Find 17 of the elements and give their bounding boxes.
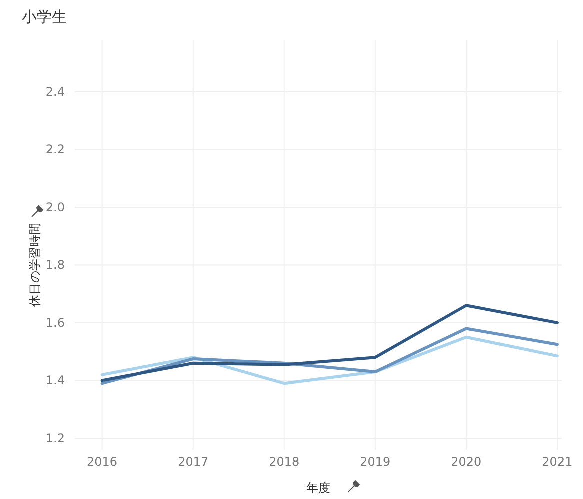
x-tick-label: 2020 [451,455,482,469]
y-tick-label: 2.0 [46,200,65,214]
x-tick-label: 2021 [542,455,573,469]
y-tick-label: 1.8 [46,258,65,272]
x-tick-label: 2018 [269,455,300,469]
y-axis-title: 休日の学習時間 [28,223,42,307]
x-tick-label: 2019 [360,455,391,469]
y-tick-label: 1.2 [46,431,65,446]
line-series [100,304,559,382]
x-axis-title: 年度 [306,481,330,495]
x-tick-label: 2017 [178,455,209,469]
y-tick-label: 1.6 [46,316,65,330]
y-tick-label: 1.4 [46,374,65,388]
chart-title: 小学生 [22,8,67,26]
y-tick-label: 2.4 [46,84,65,99]
x-tick-label: 2016 [87,455,118,469]
y-tick-label: 2.2 [46,142,65,157]
